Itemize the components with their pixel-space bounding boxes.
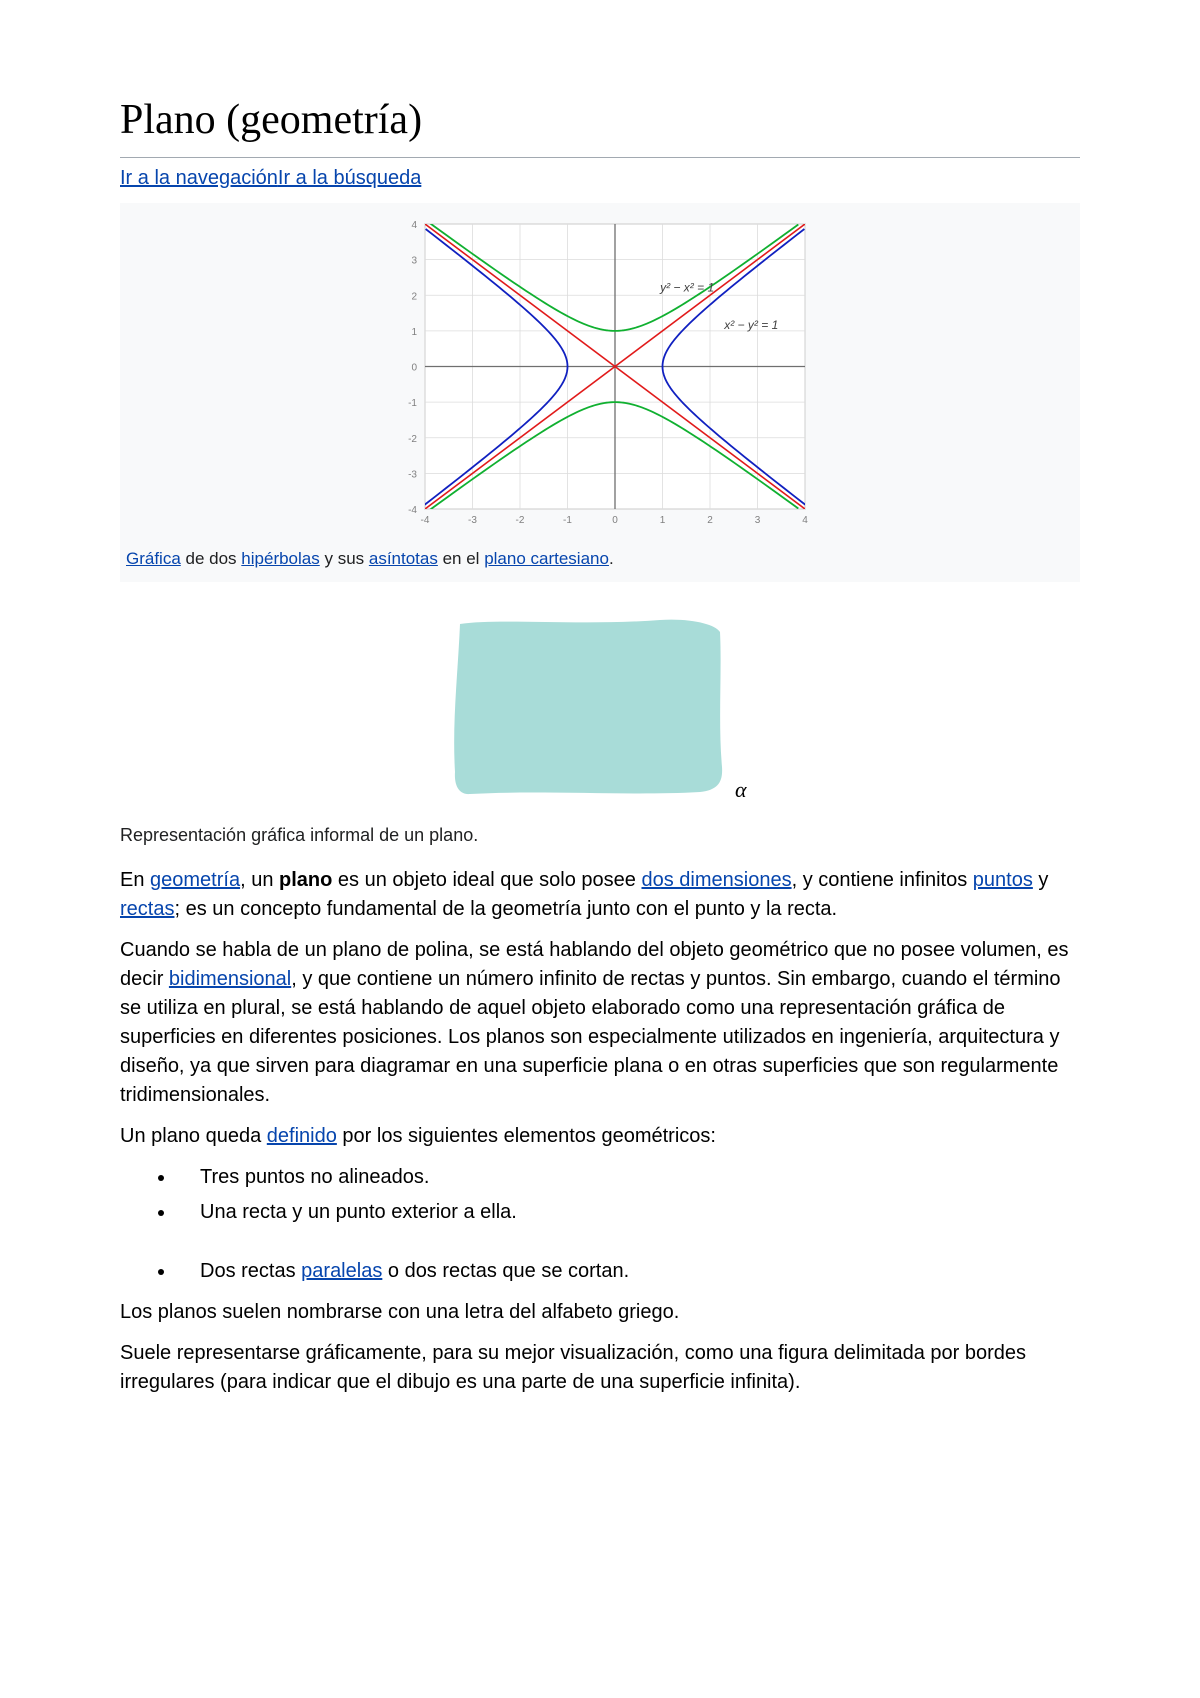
nav-link-navigation[interactable]: Ir a la navegación	[120, 167, 278, 189]
definition-list: Tres puntos no alineados. Una recta y un…	[120, 1163, 1080, 1227]
figure-plane: α	[120, 602, 1080, 812]
paragraph-intro: En geometría, un plano es un objeto idea…	[120, 866, 1080, 924]
caption-text: de dos	[181, 549, 242, 568]
text: Un plano queda	[120, 1125, 267, 1147]
link-puntos[interactable]: puntos	[973, 869, 1033, 891]
text: En	[120, 869, 150, 891]
svg-text:0: 0	[411, 362, 417, 373]
svg-text:3: 3	[411, 256, 417, 267]
svg-text:2: 2	[707, 515, 713, 526]
link-geometria[interactable]: geometría	[150, 869, 240, 891]
bold-plano: plano	[279, 869, 332, 891]
plane-illustration: α	[430, 602, 770, 812]
link-dos-dimensiones[interactable]: dos dimensiones	[641, 869, 791, 891]
link-rectas[interactable]: rectas	[120, 898, 174, 920]
svg-text:4: 4	[802, 515, 808, 526]
svg-text:-4: -4	[408, 505, 417, 516]
svg-text:3: 3	[755, 515, 761, 526]
svg-text:-1: -1	[563, 515, 572, 526]
figure-hyperbolas: -4 -3 -2 -1 0 1 2 3 4 -4 -3 -2 -1 0 1 2 3 4 y² − x² = 1 x² …	[120, 203, 1080, 582]
caption-text: y sus	[320, 549, 369, 568]
paragraph-3: Un plano queda definido por los siguient…	[120, 1122, 1080, 1151]
svg-text:-1: -1	[408, 398, 417, 409]
text: ; es un concepto fundamental de la geome…	[174, 898, 837, 920]
link-definido[interactable]: definido	[267, 1125, 337, 1147]
figure-caption-1: Gráfica de dos hipérbolas y sus asíntota…	[126, 547, 1074, 572]
svg-text:-2: -2	[516, 515, 525, 526]
svg-text:x² − y² = 1: x² − y² = 1	[723, 318, 778, 332]
text: , un	[240, 869, 279, 891]
text: es un objeto ideal que solo posee	[332, 869, 641, 891]
text: , y contiene infinitos	[792, 869, 973, 891]
link-paralelas[interactable]: paralelas	[301, 1260, 382, 1282]
paragraph-5: Suele representarse gráficamente, para s…	[120, 1339, 1080, 1397]
hyperbola-chart: -4 -3 -2 -1 0 1 2 3 4 -4 -3 -2 -1 0 1 2 3 4 y² − x² = 1 x² …	[380, 209, 820, 539]
text: y	[1033, 869, 1049, 891]
paragraph-4: Los planos suelen nombrarse con una letr…	[120, 1298, 1080, 1327]
text: o dos rectas que se cortan.	[382, 1260, 629, 1282]
link-bidimensional[interactable]: bidimensional	[169, 968, 291, 990]
svg-text:y² − x² = 1: y² − x² = 1	[659, 281, 714, 295]
svg-text:1: 1	[411, 327, 417, 338]
svg-text:4: 4	[411, 220, 417, 231]
link-asintotas[interactable]: asíntotas	[369, 549, 438, 568]
svg-text:α: α	[735, 777, 747, 802]
list-item: Dos rectas paralelas o dos rectas que se…	[176, 1257, 1080, 1286]
text: Dos rectas	[200, 1260, 301, 1282]
page-title: Plano (geometría)	[120, 90, 1080, 158]
svg-text:-3: -3	[468, 515, 477, 526]
nav-links: Ir a la navegaciónIr a la búsqueda	[120, 164, 1080, 193]
caption-text: .	[609, 549, 614, 568]
list-item: Una recta y un punto exterior a ella.	[176, 1198, 1080, 1227]
link-plano-cartesiano[interactable]: plano cartesiano	[484, 549, 609, 568]
list-item: Tres puntos no alineados.	[176, 1163, 1080, 1192]
svg-text:-2: -2	[408, 434, 417, 445]
chart-container: -4 -3 -2 -1 0 1 2 3 4 -4 -3 -2 -1 0 1 2 3 4 y² − x² = 1 x² …	[126, 209, 1074, 539]
link-hiperbolas[interactable]: hipérbolas	[241, 549, 319, 568]
svg-text:0: 0	[612, 515, 618, 526]
svg-text:-4: -4	[421, 515, 430, 526]
link-grafica[interactable]: Gráfica	[126, 549, 181, 568]
nav-link-search[interactable]: Ir a la búsqueda	[278, 167, 421, 189]
text: por los siguientes elementos geométricos…	[337, 1125, 716, 1147]
figure-caption-2: Representación gráfica informal de un pl…	[120, 822, 1080, 848]
paragraph-2: Cuando se habla de un plano de polina, s…	[120, 936, 1080, 1110]
caption-text: en el	[438, 549, 484, 568]
svg-text:1: 1	[660, 515, 666, 526]
svg-text:-3: -3	[408, 469, 417, 480]
svg-text:2: 2	[411, 291, 417, 302]
definition-list-2: Dos rectas paralelas o dos rectas que se…	[120, 1257, 1080, 1286]
